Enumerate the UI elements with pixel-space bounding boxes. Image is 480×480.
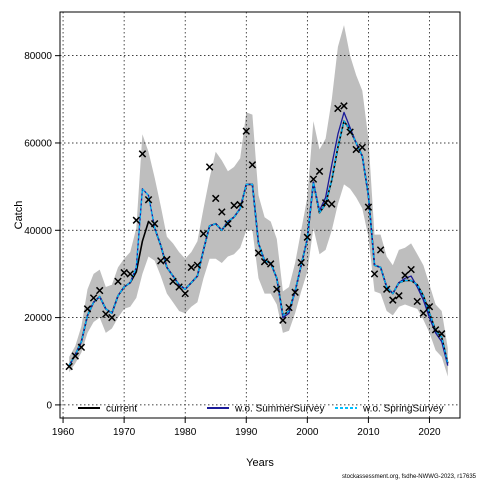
confidence-band-layer xyxy=(69,25,448,377)
observation-marker xyxy=(309,175,318,183)
series-line-2 xyxy=(68,120,449,366)
observation-marker xyxy=(419,309,428,317)
observation-marker xyxy=(346,128,354,136)
observation-marker xyxy=(83,305,92,313)
observation-marker xyxy=(364,203,373,211)
series-layer xyxy=(68,111,449,366)
x-tick-label: 2010 xyxy=(357,427,380,438)
observation-marker xyxy=(71,352,79,360)
observation-marker xyxy=(334,104,342,113)
observation-marker xyxy=(315,167,324,176)
observation-marker xyxy=(89,294,98,302)
observation-marker xyxy=(150,220,159,228)
observation-marker xyxy=(382,285,391,293)
observation-marker xyxy=(157,257,165,265)
observation-marker xyxy=(285,303,293,312)
observation-marker xyxy=(199,230,208,238)
observation-marker xyxy=(144,195,153,204)
axis-layer: 1960 1970 1980 1990 2000 2010 2020 0 20000 40000 6… xyxy=(24,51,441,438)
observation-marker xyxy=(77,343,86,352)
observation-marker xyxy=(358,143,367,152)
observation-marker xyxy=(169,277,177,286)
observation-marker xyxy=(242,127,250,135)
observation-marker xyxy=(236,200,244,209)
observation-marker xyxy=(248,161,257,169)
y-tick-label: 20000 xyxy=(24,313,52,324)
plot-frame xyxy=(59,11,461,419)
x-tick-label: 1970 xyxy=(113,427,136,438)
observation-marker xyxy=(163,255,171,264)
observation-marker xyxy=(260,257,269,266)
observation-marker xyxy=(279,316,287,324)
x-axis-title: Years xyxy=(246,457,274,469)
observation-marker xyxy=(181,289,189,298)
observation-marker xyxy=(291,288,299,297)
observation-marker xyxy=(175,283,183,291)
observation-marker xyxy=(303,233,312,241)
y-tick-label: 0 xyxy=(46,400,52,411)
observation-marker xyxy=(132,216,141,224)
y-tick-label: 80000 xyxy=(24,51,52,62)
observation-marker xyxy=(425,302,434,311)
observation-marker xyxy=(95,286,104,295)
observation-marker xyxy=(108,313,116,322)
observation-marker xyxy=(102,310,110,318)
confidence-band xyxy=(69,25,448,377)
observation-marker xyxy=(230,201,238,210)
y-axis-title: Catch xyxy=(13,201,25,230)
observation-marker xyxy=(352,145,360,154)
observation-marker xyxy=(224,220,232,228)
y-tick-label: 40000 xyxy=(24,226,52,237)
observation-marker xyxy=(126,270,134,278)
observation-marker xyxy=(205,163,214,171)
observation-marker xyxy=(211,194,220,203)
observation-marker xyxy=(401,271,409,279)
observation-marker xyxy=(395,292,403,300)
observation-marker xyxy=(389,296,397,304)
observation-marker xyxy=(413,297,421,306)
observation-marker xyxy=(328,200,336,208)
observation-marker xyxy=(193,261,202,269)
observation-marker xyxy=(437,330,446,338)
grid-layer xyxy=(60,12,460,418)
legend: current w.o. SummerSurvey w.o. SpringSurve… xyxy=(78,404,444,415)
observation-marker xyxy=(120,268,128,277)
x-tick-label: 2000 xyxy=(296,427,319,438)
x-tick-label: 1980 xyxy=(174,427,197,438)
observation-marker xyxy=(370,270,379,278)
observation-marker xyxy=(266,260,275,268)
observation-marker xyxy=(138,150,147,158)
observation-marker xyxy=(65,362,73,371)
observation-marker xyxy=(218,208,226,216)
observation-marker xyxy=(297,258,305,267)
legend-label-0: current xyxy=(106,404,137,415)
legend-label-2: w.o. SpringSurvey xyxy=(362,404,444,415)
footer-credit: stockassessment.org, fsdhe-NWWG-2023, r1… xyxy=(342,474,477,480)
observations-layer xyxy=(65,102,446,371)
observation-marker xyxy=(254,249,263,257)
x-tick-label: 2020 xyxy=(418,427,441,438)
y-tick-label: 60000 xyxy=(24,138,52,149)
observation-marker xyxy=(187,263,196,272)
observation-marker xyxy=(273,285,281,293)
x-tick-label: 1990 xyxy=(235,427,258,438)
observation-marker xyxy=(431,326,440,334)
x-tick-label: 1960 xyxy=(52,427,75,438)
observation-marker xyxy=(376,246,385,254)
observation-marker xyxy=(407,265,415,274)
legend-label-1: w.o. SummerSurvey xyxy=(234,404,324,415)
observation-marker xyxy=(321,199,330,207)
observation-marker xyxy=(114,277,122,286)
observation-marker xyxy=(340,102,348,110)
